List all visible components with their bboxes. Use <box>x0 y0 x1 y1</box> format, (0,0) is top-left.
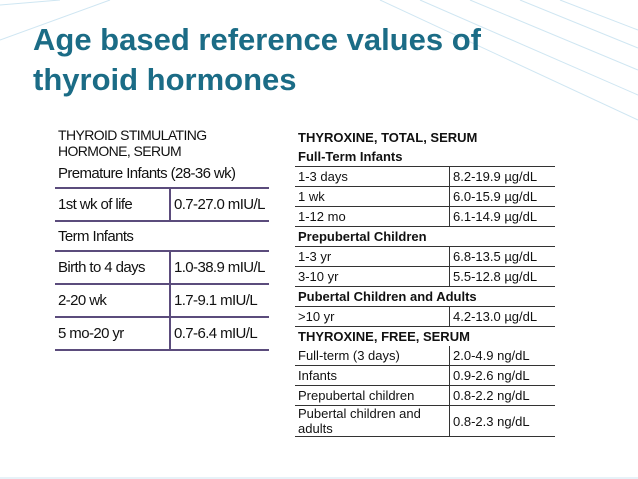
table-heading-row: Prepubertal Children <box>295 226 555 247</box>
age-group: Pubertal children and adults <box>295 405 450 437</box>
table-row: 1-3 days 8.2-19.9 µg/dL <box>295 166 555 187</box>
table-row: Infants 0.9-2.6 ng/dL <box>295 365 555 386</box>
reference-range: 5.5-12.8 µg/dL <box>449 266 555 287</box>
table-title-row: THYROID STIMULATING HORMONE, SERUM <box>55 127 269 159</box>
table-row: Pubertal children and adults 0.8-2.3 ng/d… <box>295 405 555 437</box>
table-row: Prepubertal children 0.8-2.2 ng/dL <box>295 385 555 406</box>
section-heading: Term Infants <box>55 221 269 252</box>
reference-range: 0.8-2.2 ng/dL <box>449 385 555 406</box>
table-row: 1-3 yr 6.8-13.5 µg/dL <box>295 246 555 267</box>
age-group: 1-12 mo <box>295 206 450 227</box>
table-heading-row: Term Infants <box>55 221 269 252</box>
table-title-row: THYROXINE, TOTAL, SERUM <box>295 128 555 147</box>
section-title: THYROXINE, FREE, SERUM <box>298 329 470 344</box>
age-group: 1st wk of life <box>55 188 171 222</box>
age-group: 1-3 days <box>295 166 450 187</box>
table-row: 1 wk 6.0-15.9 µg/dL <box>295 186 555 207</box>
reference-range: 1.7-9.1 mIU/L <box>170 284 269 318</box>
reference-range: 1.0-38.9 mIU/L <box>170 251 269 285</box>
section-title: THYROXINE, TOTAL, SERUM <box>298 130 478 145</box>
reference-range: 6.0-15.9 µg/dL <box>449 186 555 207</box>
reference-range: 6.1-14.9 µg/dL <box>449 206 555 227</box>
thyroxine-table: THYROXINE, TOTAL, SERUM Full-Term Infants… <box>295 128 555 437</box>
reference-range: 0.8-2.3 ng/dL <box>449 405 555 437</box>
reference-range: 8.2-19.9 µg/dL <box>449 166 555 187</box>
table-heading-row: Full-Term Infants <box>295 147 555 167</box>
age-group: 3-10 yr <box>295 266 450 287</box>
table-heading-row: Pubertal Children and Adults <box>295 286 555 307</box>
reference-range: 0.9-2.6 ng/dL <box>449 365 555 386</box>
section-heading: Pubertal Children and Adults <box>295 286 555 307</box>
section-heading: Prepubertal Children <box>295 226 555 247</box>
age-group: Prepubertal children <box>295 385 450 406</box>
table-row: 1st wk of life 0.7-27.0 mIU/L <box>55 188 269 222</box>
table-row: 5 mo-20 yr 0.7-6.4 mIU/L <box>55 317 269 351</box>
reference-range: 0.7-27.0 mIU/L <box>170 188 269 222</box>
age-group: 1 wk <box>295 186 450 207</box>
reference-range: 2.0-4.9 ng/dL <box>449 346 555 366</box>
section-heading: Premature Infants (28-36 wk) <box>55 159 269 189</box>
section-heading: Full-Term Infants <box>295 147 555 167</box>
age-group: Infants <box>295 365 450 386</box>
table-row: Full-term (3 days) 2.0-4.9 ng/dL <box>295 346 555 366</box>
reference-range: 0.7-6.4 mIU/L <box>170 317 269 351</box>
reference-range: 6.8-13.5 µg/dL <box>449 246 555 267</box>
table-title-row: THYROXINE, FREE, SERUM <box>295 327 555 347</box>
age-group: 2-20 wk <box>55 284 171 318</box>
table-row: 2-20 wk 1.7-9.1 mIU/L <box>55 284 269 318</box>
slide-title: Age based reference values of thyroid ho… <box>33 22 481 97</box>
table-row: >10 yr 4.2-13.0 µg/dL <box>295 306 555 327</box>
table-row: Birth to 4 days 1.0-38.9 mIU/L <box>55 251 269 285</box>
tsh-table: THYROID STIMULATING HORMONE, SERUM Premat… <box>55 127 269 351</box>
table-heading-row: Premature Infants (28-36 wk) <box>55 159 269 189</box>
table-row: 3-10 yr 5.5-12.8 µg/dL <box>295 266 555 287</box>
age-group: Birth to 4 days <box>55 251 171 285</box>
age-group: 1-3 yr <box>295 246 450 267</box>
table-row: 1-12 mo 6.1-14.9 µg/dL <box>295 206 555 227</box>
section-title: THYROID STIMULATING HORMONE, SERUM <box>58 127 207 159</box>
reference-range: 4.2-13.0 µg/dL <box>449 306 555 327</box>
age-group: >10 yr <box>295 306 450 327</box>
age-group: 5 mo-20 yr <box>55 317 171 351</box>
age-group: Full-term (3 days) <box>295 346 450 366</box>
